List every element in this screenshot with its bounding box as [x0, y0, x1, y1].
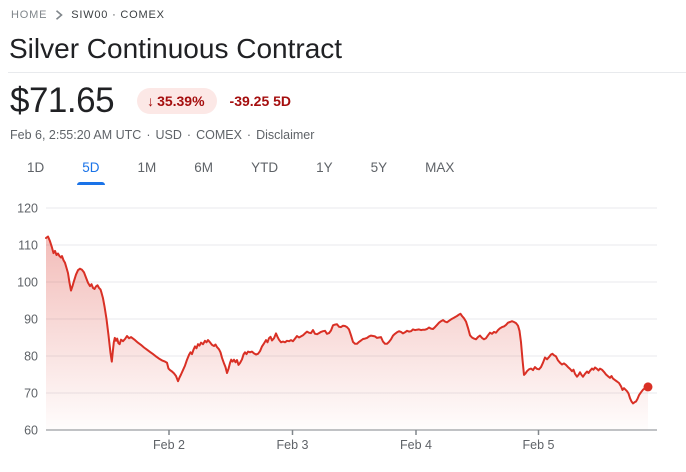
tab-1d[interactable]: 1D [24, 157, 47, 185]
last-price-dot [643, 382, 653, 392]
page-title: Silver Continuous Contract [9, 33, 343, 64]
change-percent-value: 35.39% [157, 93, 205, 109]
tab-5y[interactable]: 5Y [368, 157, 391, 185]
breadcrumb-symbol: SIW00 · COMEX [71, 9, 165, 21]
breadcrumb-home-link[interactable]: HOME [11, 9, 48, 21]
tab-max[interactable]: MAX [422, 157, 457, 185]
header-divider [8, 72, 686, 73]
area-fill [46, 236, 648, 430]
tab-1y[interactable]: 1Y [313, 157, 336, 185]
tab-6m[interactable]: 6M [191, 157, 216, 185]
timestamp: Feb 6, 2:55:20 AM UTC [10, 128, 142, 142]
x-tick-label: Feb 3 [277, 438, 309, 452]
tab-5d[interactable]: 5D [77, 157, 105, 185]
exchange: COMEX [196, 128, 242, 142]
price-chart[interactable]: 120 110 100 90 80 70 60 Feb 2 Feb 3 Feb 4 Feb 5 [0, 196, 686, 472]
tab-1m[interactable]: 1M [135, 157, 160, 185]
change-absolute: -39.25 5D [229, 93, 292, 109]
price-chart-svg[interactable]: 120 110 100 90 80 70 60 Feb 2 Feb 3 Feb 4 Feb 5 [0, 196, 686, 472]
y-tick-label: 70 [24, 387, 38, 401]
price-row: $71.65 ↓ 35.39% -39.25 5D [10, 83, 291, 119]
x-tick-label: Feb 4 [400, 438, 432, 452]
y-tick-label: 110 [18, 239, 38, 253]
x-tick-label: Feb 2 [153, 438, 185, 452]
meta-separator: · [246, 128, 252, 142]
currency: USD [155, 128, 182, 142]
breadcrumb-chevron-icon [55, 10, 63, 20]
y-tick-label: 60 [24, 424, 38, 438]
meta-separator: · [146, 128, 151, 142]
meta-separator: · [186, 128, 192, 142]
range-tabs: 1D 5D 1M 6M YTD 1Y 5Y MAX [24, 157, 457, 185]
y-tick-label: 80 [24, 350, 38, 364]
price-line [45, 235, 649, 405]
tab-ytd[interactable]: YTD [248, 157, 281, 185]
breadcrumb: HOME SIW00 · COMEX [11, 9, 165, 21]
y-tick-label: 90 [24, 313, 38, 327]
disclaimer-link[interactable]: Disclaimer [256, 128, 315, 142]
down-arrow-icon: ↓ [147, 93, 155, 109]
y-tick-label: 120 [17, 202, 38, 216]
y-tick-label: 100 [17, 276, 38, 290]
quote-meta: Feb 6, 2:55:20 AM UTC · USD · COMEX · Di… [10, 128, 314, 142]
change-percent-badge: ↓ 35.39% [137, 88, 217, 114]
x-tick-label: Feb 5 [523, 438, 555, 452]
current-price: $71.65 [10, 81, 115, 120]
